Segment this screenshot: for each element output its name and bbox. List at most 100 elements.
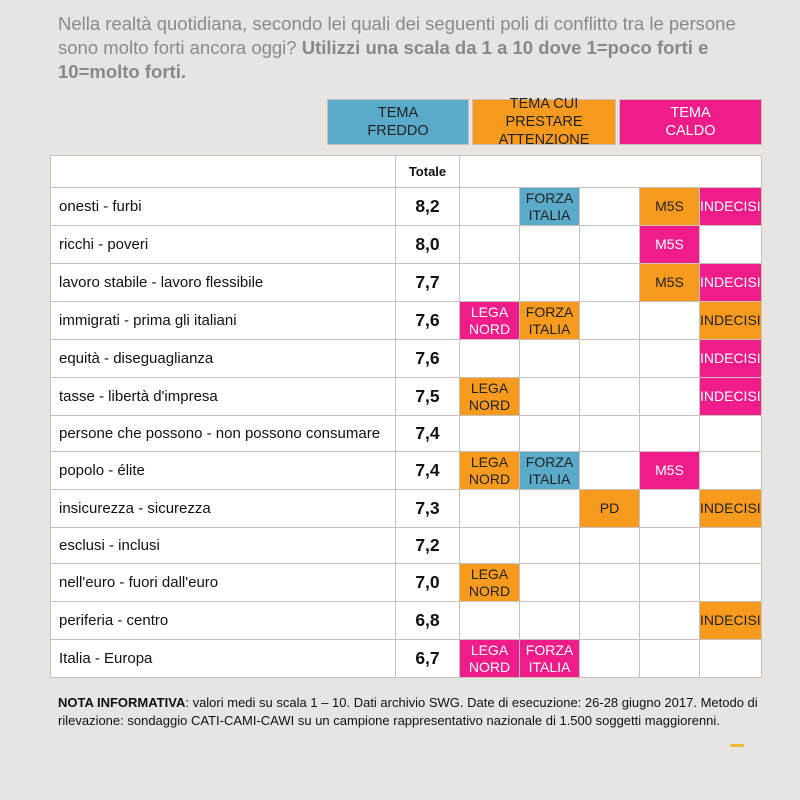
party-cell-empty [459,225,520,264]
party-cell-empty [459,527,520,564]
party-badge: M5S [639,451,700,490]
party-cell-empty [459,601,520,640]
party-cell-empty [579,415,640,452]
party-cell-empty [519,263,580,302]
party-cell-empty [459,339,520,378]
table-row: tasse - libertà d'impresa 7,5 LEGA NORD INDE… [50,377,762,416]
table-row: nell'euro - fuori dall'euro 7,0 LEGA NORD [50,563,762,602]
legend-cold-line1: TEMA [377,105,419,121]
row-label: esclusi - inclusi [50,527,396,564]
question-main: Nella realtà quotidiana, secondo lei qua… [58,13,736,58]
legend-hot-line2: CALDO [665,123,716,139]
party-cell-empty [519,563,580,602]
row-label: lavoro stabile - lavoro flessibile [50,263,396,302]
party-cell-empty [699,563,762,602]
row-total: 7,0 [395,563,460,602]
party-badge: LEGA NORD [459,301,520,340]
party-cell-empty [459,415,520,452]
header-party-cell [459,155,762,188]
party-badge: FORZA ITALIA [519,451,580,490]
party-badge: M5S [639,187,700,226]
party-cell-empty [579,263,640,302]
legend-hot-topic: TEMA CALDO [619,99,762,145]
party-cell-empty [579,225,640,264]
row-total: 6,7 [395,639,460,678]
header-total-cell: Totale [395,155,460,188]
party-cell-empty [639,377,700,416]
table-row: persone che possono - non possono consum… [50,415,762,452]
row-label: Italia - Europa [50,639,396,678]
party-cell-empty [639,563,700,602]
party-cell-empty [519,527,580,564]
row-label: nell'euro - fuori dall'euro [50,563,396,602]
row-total: 6,8 [395,601,460,640]
table-row: onesti - furbi 8,2 FORZA ITALIA M5S INDECISI [50,187,762,226]
party-badge: INDECISI [699,187,762,226]
legend-attention-line2: ATTENZIONE [498,132,590,148]
table-row: insicurezza - sicurezza 7,3 PD INDECISI [50,489,762,528]
header-label-cell [50,155,396,188]
legend-cold-topic: TEMA FREDDO [327,99,469,145]
party-cell-empty [639,527,700,564]
row-total: 7,5 [395,377,460,416]
party-cell-empty [579,187,640,226]
party-cell-empty [579,527,640,564]
party-badge: LEGA NORD [459,563,520,602]
row-total: 7,4 [395,451,460,490]
party-badge: INDECISI [699,377,762,416]
party-cell-empty [459,489,520,528]
party-cell-empty [519,415,580,452]
legend-attention-topic: TEMA CUI PRESTARE ATTENZIONE [472,96,616,148]
party-cell-empty [459,263,520,302]
row-total: 7,4 [395,415,460,452]
party-cell-empty [639,601,700,640]
party-badge: M5S [639,263,700,302]
note-title: NOTA INFORMATIVA [58,695,186,710]
party-badge: INDECISI [699,489,762,528]
row-total: 7,6 [395,339,460,378]
row-label: equità - diseguaglianza [50,339,396,378]
question-scale-instruction: Utilizzi una scala da 1 a 10 dove 1=poco… [58,37,709,82]
party-cell-empty [699,415,762,452]
party-badge: INDECISI [699,263,762,302]
row-total: 7,6 [395,301,460,340]
party-badge: INDECISI [699,301,762,340]
party-badge: INDECISI [699,601,762,640]
party-badge: FORZA ITALIA [519,301,580,340]
party-cell-empty [579,563,640,602]
corner-accent [730,744,744,747]
row-label: persone che possono - non possono consum… [50,415,396,452]
row-label: popolo - élite [50,451,396,490]
row-total: 8,2 [395,187,460,226]
legend-cold-line2: FREDDO [367,123,429,139]
party-cell-empty [579,451,640,490]
party-cell-empty [579,339,640,378]
row-label: insicurezza - sicurezza [50,489,396,528]
row-total: 8,0 [395,225,460,264]
party-badge: INDECISI [699,339,762,378]
row-label: immigrati - prima gli italiani [50,301,396,340]
legend-hot-line1: TEMA [670,105,711,121]
party-cell-empty [579,639,640,678]
party-cell-empty [519,377,580,416]
row-label: tasse - libertà d'impresa [50,377,396,416]
row-label: periferia - centro [50,601,396,640]
party-cell-empty [519,601,580,640]
party-badge: M5S [639,225,700,264]
table-row: ricchi - poveri 8,0 M5S [50,225,762,264]
table-header-row: Totale [50,155,762,188]
party-cell-empty [639,415,700,452]
party-cell-empty [579,601,640,640]
party-cell-empty [699,451,762,490]
party-cell-empty [699,527,762,564]
table-row: immigrati - prima gli italiani 7,6 LEGA NOR… [50,301,762,340]
party-badge: PD [579,489,640,528]
party-cell-empty [519,489,580,528]
table-row: popolo - élite 7,4 LEGA NORD FORZA ITALIA M5S [50,451,762,490]
info-note: NOTA INFORMATIVA: valori medi su scala 1… [58,694,778,730]
table-row: lavoro stabile - lavoro flessibile 7,7 M5S… [50,263,762,302]
row-label: onesti - furbi [50,187,396,226]
party-badge: LEGA NORD [459,451,520,490]
note-body: : valori medi su scala 1 – 10. Dati arch… [58,695,758,728]
row-total: 7,3 [395,489,460,528]
